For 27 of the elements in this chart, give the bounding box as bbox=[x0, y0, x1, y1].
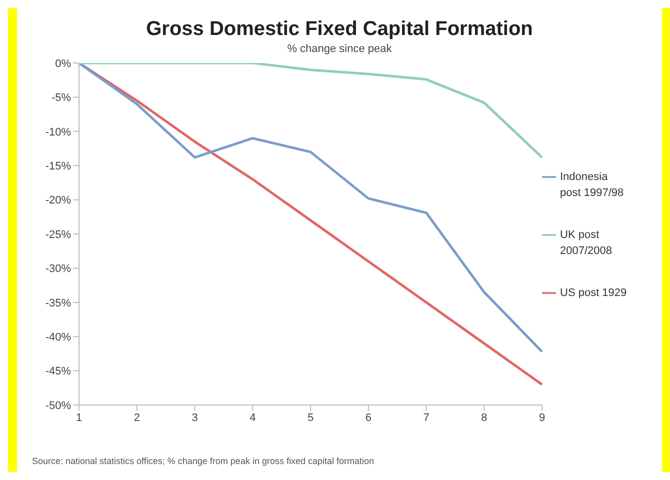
y-tick-label: -50% bbox=[45, 400, 72, 412]
source-note: Source: national statistics offices; % change from peak in gross fixed capital formation bbox=[32, 456, 374, 466]
x-tick-label: 3 bbox=[192, 412, 198, 424]
chart-subtitle: % change since peak bbox=[286, 43, 393, 55]
x-tick-label: 2 bbox=[134, 412, 140, 424]
x-tick-label: 1 bbox=[76, 412, 82, 424]
y-tick-label: -45% bbox=[45, 366, 72, 378]
x-tick-label: 8 bbox=[481, 412, 488, 424]
y-tick-label: -10% bbox=[45, 126, 72, 138]
y-tick-label: 0% bbox=[55, 58, 72, 70]
legend-label: Indonesia post 1997/98 bbox=[560, 170, 625, 200]
x-tick-label: 5 bbox=[307, 412, 314, 424]
line-series bbox=[78, 63, 544, 159]
y-tick-label: -30% bbox=[45, 263, 72, 276]
y-tick-label: -25% bbox=[45, 228, 72, 241]
legend-label: US post 1929 bbox=[560, 286, 628, 300]
legend-label: UK post 2007/2008 bbox=[560, 228, 613, 258]
y-tick-label: -40% bbox=[45, 332, 72, 344]
x-tick-label: 9 bbox=[538, 412, 546, 424]
x-tick-label: 7 bbox=[423, 412, 430, 424]
y-tick-label: -35% bbox=[45, 297, 72, 310]
chart-title: Gross Domestic Fixed Capital Formation bbox=[145, 17, 534, 41]
x-tick-label: 4 bbox=[250, 412, 256, 424]
y-tick-label: -20% bbox=[45, 194, 72, 207]
x-tick-label: 6 bbox=[365, 412, 372, 424]
y-tick-label: -15% bbox=[45, 160, 72, 173]
y-tick-label: -5% bbox=[51, 92, 72, 104]
